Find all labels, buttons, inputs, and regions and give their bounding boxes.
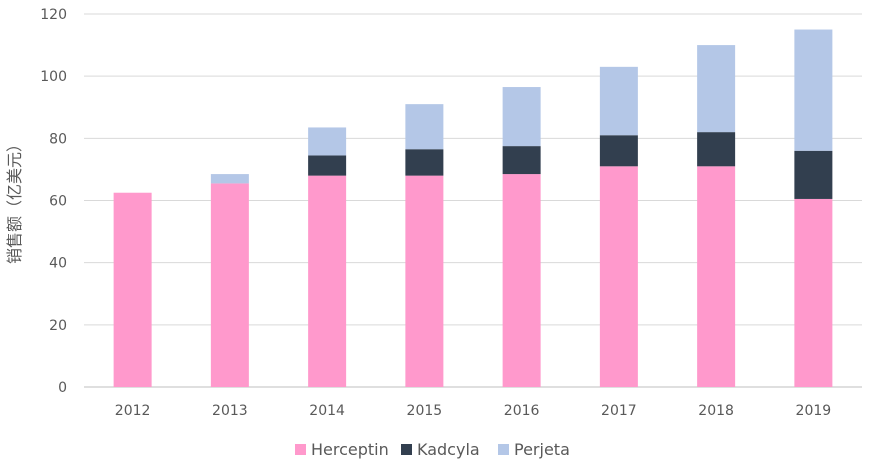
- bar-herceptin-2012[interactable]: [113, 192, 152, 387]
- bar-kadcyla-2017[interactable]: [599, 135, 638, 167]
- legend-item-kadcyla[interactable]: Kadcyla: [401, 440, 480, 459]
- legend-label-herceptin: Herceptin: [311, 440, 389, 459]
- y-axis-ticks: 0 20 40 60 80 100 120: [40, 7, 67, 396]
- x-tick-label-2015: 2015: [407, 403, 443, 419]
- bar-herceptin-2016[interactable]: [502, 174, 541, 387]
- y-tick-label-0: 0: [58, 380, 67, 396]
- bar-kadcyla-2014[interactable]: [308, 155, 347, 176]
- x-tick-label-2018: 2018: [698, 403, 734, 419]
- x-axis-ticks: 2012 2013 2014 2015 2016 2017 2018 2019: [115, 403, 831, 419]
- bar-kadcyla-2019[interactable]: [794, 150, 833, 199]
- legend-item-perjeta[interactable]: Perjeta: [498, 440, 570, 459]
- bar-kadcyla-2015[interactable]: [405, 149, 444, 176]
- bar-perjeta-2013[interactable]: [210, 174, 249, 184]
- y-tick-label-100: 100: [40, 69, 67, 85]
- x-tick-label-2014: 2014: [309, 403, 345, 419]
- bar-kadcyla-2016[interactable]: [502, 146, 541, 175]
- bar-herceptin-2017[interactable]: [599, 166, 638, 387]
- y-tick-label-20: 20: [49, 318, 67, 334]
- x-tick-label-2013: 2013: [212, 403, 248, 419]
- bar-perjeta-2019[interactable]: [794, 29, 833, 151]
- y-tick-label-60: 60: [49, 194, 67, 210]
- y-tick-label-120: 120: [40, 7, 67, 23]
- bar-perjeta-2017[interactable]: [599, 66, 638, 136]
- x-tick-label-2012: 2012: [115, 403, 151, 419]
- x-tick-label-2019: 2019: [796, 403, 832, 419]
- bar-herceptin-2019[interactable]: [794, 198, 833, 387]
- gridlines: [84, 13, 862, 388]
- bar-perjeta-2014[interactable]: [308, 127, 347, 156]
- x-tick-label-2016: 2016: [504, 403, 540, 419]
- bar-perjeta-2018[interactable]: [697, 45, 736, 133]
- legend-swatch-perjeta: [498, 444, 509, 455]
- legend-label-perjeta: Perjeta: [514, 440, 570, 459]
- legend-label-kadcyla: Kadcyla: [417, 440, 480, 459]
- bar-herceptin-2018[interactable]: [697, 166, 736, 387]
- legend-swatch-kadcyla: [401, 444, 412, 455]
- bar-herceptin-2013[interactable]: [210, 183, 249, 387]
- x-tick-label-2017: 2017: [601, 403, 637, 419]
- legend: Herceptin Kadcyla Perjeta: [295, 440, 570, 459]
- bar-perjeta-2016[interactable]: [502, 87, 541, 147]
- bar-kadcyla-2018[interactable]: [697, 132, 736, 167]
- bar-perjeta-2015[interactable]: [405, 104, 444, 150]
- bar-herceptin-2014[interactable]: [308, 175, 347, 387]
- y-tick-label-80: 80: [49, 131, 67, 147]
- y-tick-label-40: 40: [49, 256, 67, 272]
- legend-swatch-herceptin: [295, 444, 306, 455]
- y-axis-label: 销售额（亿美元）: [5, 136, 24, 264]
- bar-herceptin-2015[interactable]: [405, 175, 444, 387]
- legend-item-herceptin[interactable]: Herceptin: [295, 440, 389, 459]
- bars: [113, 29, 833, 387]
